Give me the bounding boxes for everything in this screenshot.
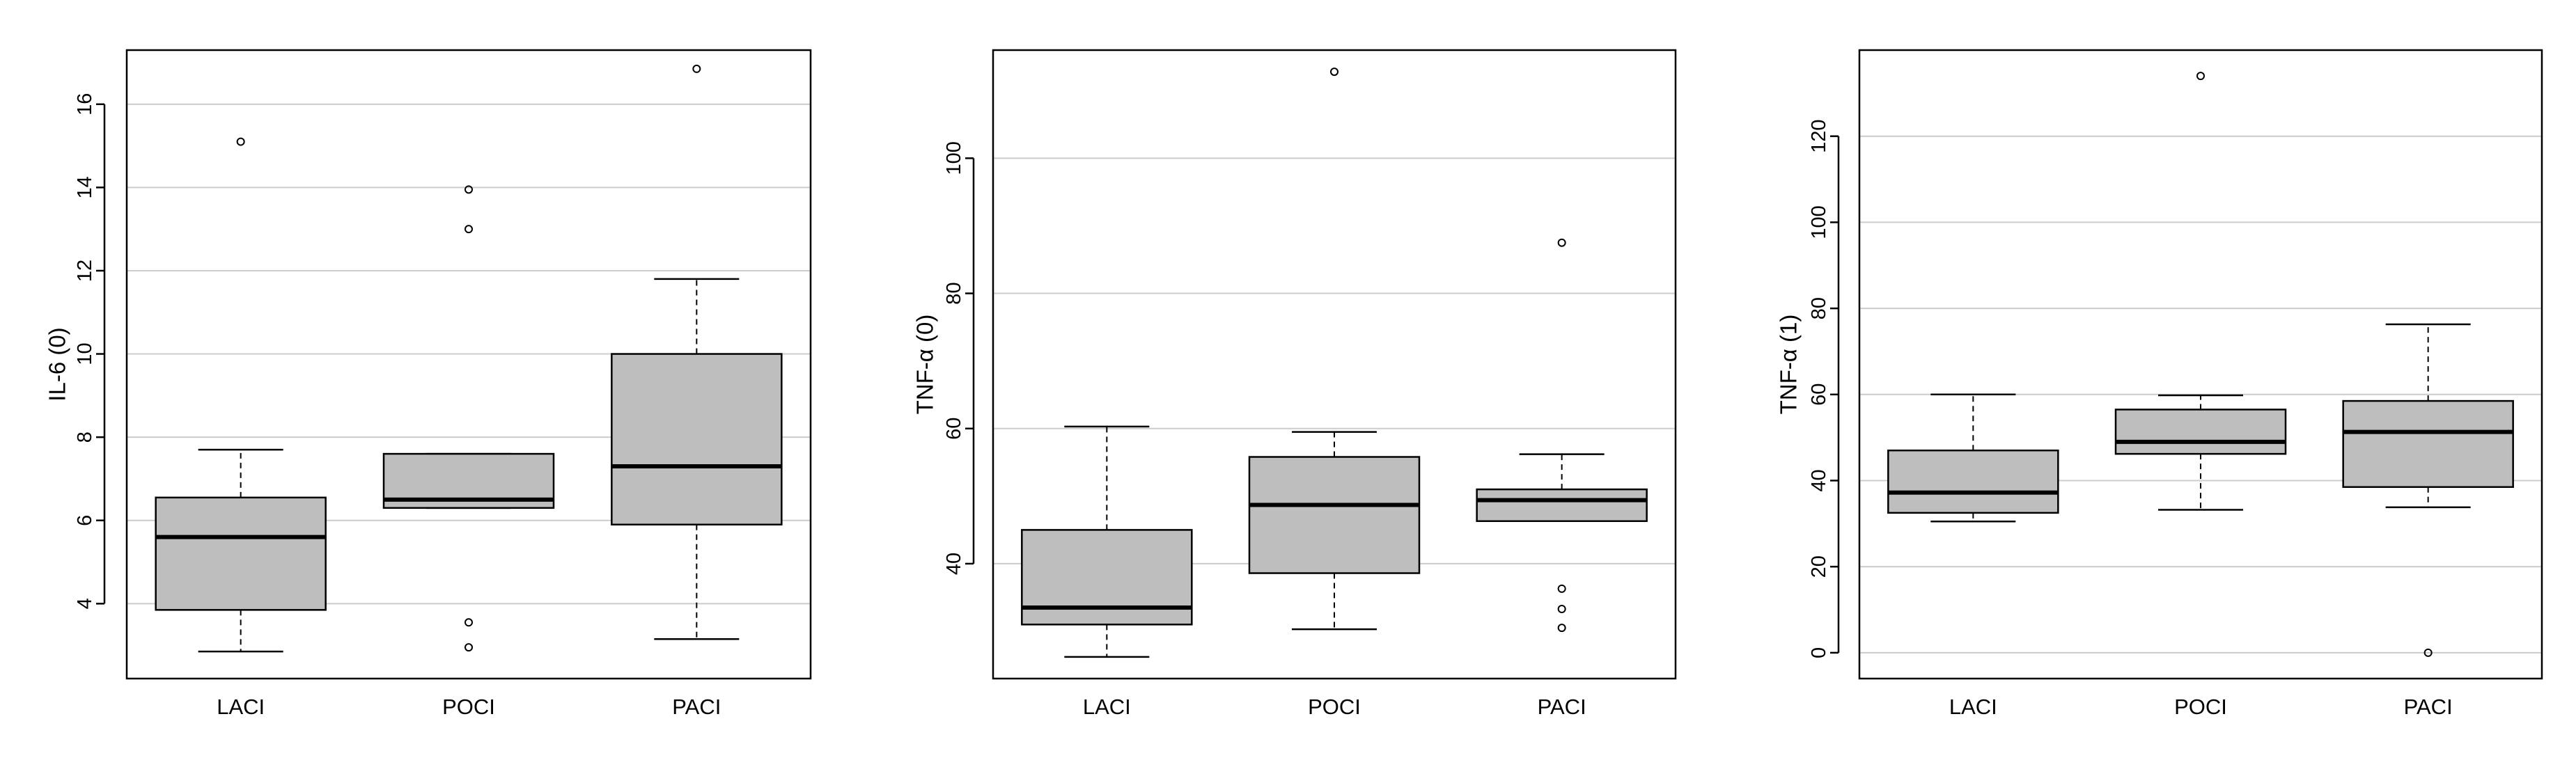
y-tick-label: 6 [74,515,96,526]
box-laci [1887,393,2059,523]
x-category-label: POCI [2174,695,2227,719]
outlier-point [465,225,473,234]
box-paci [611,64,783,640]
box-laci [155,137,327,653]
y-tick-label: 0 [1808,647,1830,658]
outlier-point [1557,604,1566,613]
box-iqr [1887,449,2059,514]
y-tick-label: 40 [1808,469,1830,491]
y-tick-label: 10 [74,342,96,365]
y-tick-label: 20 [1808,555,1830,578]
chart-panel-3: 0 20 40 60 80 100 120 TNF-α (1) LACI POCI PACI [1776,49,2543,719]
y-tick-label: 4 [74,598,96,609]
y-axis-title: TNF-α (0) [912,315,938,415]
x-category-label: POCI [1308,695,1361,719]
y-tick-label: 120 [1808,120,1830,153]
y-axis-title: IL-6 (0) [45,327,70,401]
outlier-point [2423,648,2433,657]
y-tick-label: 80 [1808,297,1830,319]
plot-frame [125,49,812,680]
box-iqr [2114,409,2287,455]
y-tick-label: 14 [74,176,96,198]
box-paci [1476,238,1648,633]
y-tick-label: 80 [943,282,965,304]
y-axis-title: TNF-α (1) [1776,315,1802,415]
x-category-label: PACI [1538,695,1586,719]
box-poci [1248,68,1421,631]
x-category-label: LACI [1083,695,1131,719]
outlier-point [465,185,473,194]
box-iqr [1476,488,1648,523]
outlier-point [465,643,473,652]
box-iqr [2342,399,2514,489]
x-category-label: PACI [2404,695,2453,719]
x-category-label: LACI [217,695,265,719]
box-iqr [155,496,327,611]
box-iqr [611,353,783,525]
outlier-point [1557,238,1566,247]
box-iqr [1021,529,1193,626]
box-poci [2114,72,2287,511]
y-tick-label: 60 [1808,383,1830,406]
plot-frame [1858,49,2543,680]
y-tick-label: 8 [74,432,96,443]
box-iqr [1248,456,1421,574]
box-laci [1021,425,1193,658]
box-paci [2342,323,2514,657]
y-tick-label: 100 [1808,205,1830,239]
y-tick-label: 40 [943,553,965,575]
y-tick-label: 16 [74,93,96,116]
chart-panel-2: 40 60 80 100 TNF-α (0) LACI POCI PACI [912,49,1677,719]
y-tick-label: 60 [943,418,965,440]
x-category-label: LACI [1949,695,1997,719]
outlier-point [1330,68,1338,77]
x-category-label: PACI [672,695,721,719]
outlier-point [692,64,701,73]
y-tick-label: 100 [943,141,965,175]
outlier-point [1557,624,1566,633]
plot-frame [992,49,1677,680]
y-tick-label: 12 [74,260,96,282]
outlier-point [236,137,245,146]
outlier-point [465,618,473,627]
x-category-label: POCI [442,695,495,719]
outlier-point [2196,72,2205,81]
chart-panel-1: 4 6 8 10 12 14 16 IL-6 (0) LACI POCI PACI [45,49,812,719]
box-poci [382,185,555,652]
outlier-point [1557,584,1566,593]
